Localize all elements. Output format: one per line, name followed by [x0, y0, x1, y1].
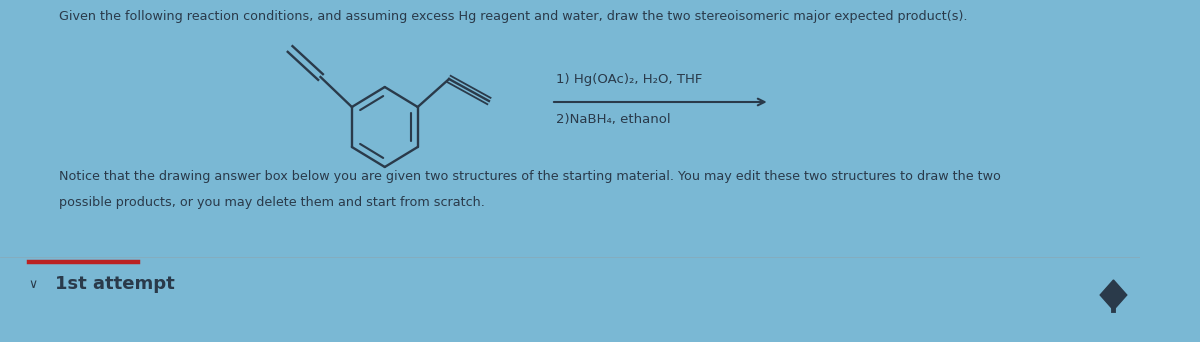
Text: Notice that the drawing answer box below you are given two structures of the sta: Notice that the drawing answer box below…	[59, 170, 1001, 183]
Text: Given the following reaction conditions, and assuming excess Hg reagent and wate: Given the following reaction conditions,…	[59, 10, 967, 23]
Polygon shape	[1100, 280, 1127, 310]
Text: ∨: ∨	[29, 277, 38, 290]
Text: 1) Hg(OAc)₂, H₂O, THF: 1) Hg(OAc)₂, H₂O, THF	[556, 74, 702, 87]
Text: possible products, or you may delete them and start from scratch.: possible products, or you may delete the…	[59, 196, 485, 209]
Text: 1st attempt: 1st attempt	[55, 275, 175, 293]
Text: 2)NaBH₄, ethanol: 2)NaBH₄, ethanol	[556, 114, 671, 127]
